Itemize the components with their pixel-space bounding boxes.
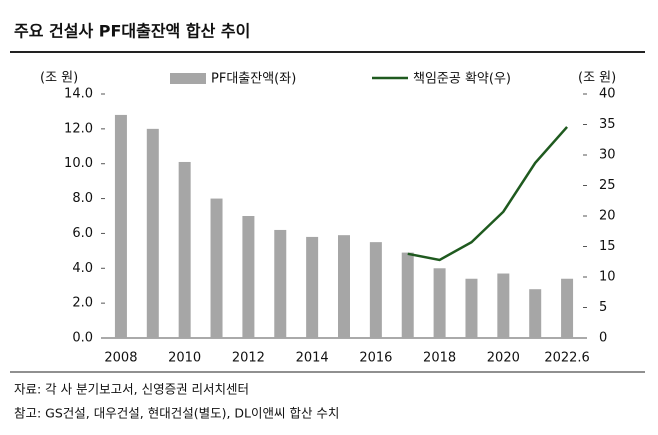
line [407, 126, 569, 262]
y-tick-label: 14.0 [64, 87, 93, 102]
bar [465, 278, 478, 338]
bar [433, 268, 446, 338]
bar [178, 161, 191, 338]
y2-tick-label: 10 [599, 270, 616, 285]
bar [369, 242, 382, 338]
y-tick-label: 10.0 [64, 156, 93, 171]
legend-label: 책임준공 확약(우) [413, 72, 511, 87]
y2-tick-label: 20 [599, 209, 616, 224]
y-tick-label: 6.0 [72, 226, 93, 241]
bar [274, 229, 287, 338]
x-tick-label: 2022.6 [544, 351, 590, 366]
y-tick-label: 4.0 [72, 261, 93, 276]
y-tick-label: 2.0 [72, 296, 93, 311]
y2-tick-label: 40 [599, 87, 616, 102]
x-tick-label: 2012 [232, 351, 265, 366]
y-tick-label: 0.0 [72, 331, 93, 346]
bar [306, 236, 319, 338]
source: 자료: 각 사 분기보고서, 신영증권 리서치센터 [14, 382, 249, 397]
bar [401, 252, 414, 338]
x-tick-label: 2018 [423, 351, 456, 366]
bar [242, 216, 255, 338]
bar [338, 235, 350, 338]
y2-tick-label: 0 [599, 331, 607, 346]
y-tick-label: 8.0 [72, 191, 93, 206]
y2-tick-label: 35 [599, 117, 616, 132]
y2-tick-label: 30 [599, 148, 616, 163]
y-tick-label: 12.0 [64, 121, 93, 136]
x-tick-label: 2010 [168, 351, 201, 366]
legend-swatch [170, 73, 206, 84]
y2-tick-label: 25 [599, 178, 616, 193]
bar [114, 114, 127, 339]
y2-tick-label: 15 [599, 239, 616, 254]
note: 참고: GS건설, 대우건설, 현대건설(별도), DL이앤씨 합산 수치 [14, 406, 339, 421]
bar [561, 278, 574, 338]
bar [210, 198, 223, 338]
x-tick-label: 2008 [104, 351, 137, 366]
chart-title: 주요 건설사 PF대출잔액 합산 추이 [14, 22, 250, 41]
x-tick-label: 2020 [487, 351, 520, 366]
x-tick-label: 2014 [296, 351, 329, 366]
legend-label: PF대출잔액(좌) [211, 72, 296, 87]
bar [497, 273, 510, 338]
x-tick-label: 2016 [359, 351, 392, 366]
bar [529, 289, 542, 338]
y2-tick-label: 5 [599, 300, 607, 315]
y2-axis-label: (조 원) [578, 71, 616, 86]
bar [146, 128, 159, 338]
y-axis-label: (조 원) [40, 71, 78, 86]
